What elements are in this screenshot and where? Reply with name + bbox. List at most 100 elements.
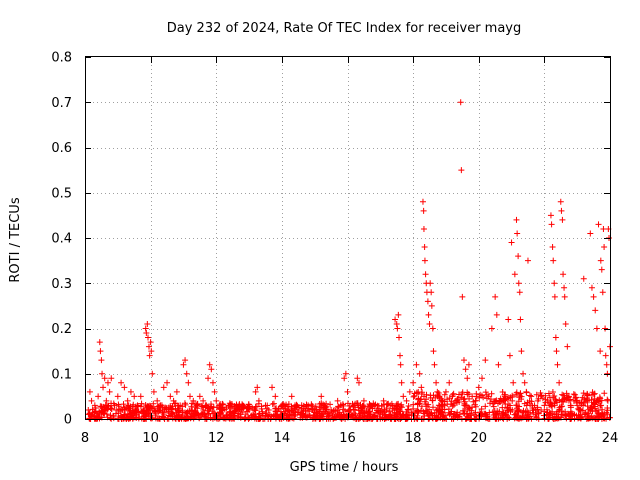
data-point: [98, 408, 105, 415]
data-point: [603, 361, 610, 368]
y-tick-label: 0.5: [51, 186, 72, 201]
data-point: [404, 406, 411, 413]
data-point: [510, 379, 517, 386]
data-point: [421, 244, 428, 251]
data-point: [598, 397, 605, 404]
data-point: [485, 393, 492, 400]
data-point: [395, 415, 402, 422]
data-point: [425, 311, 432, 318]
data-point: [486, 409, 493, 416]
data-point: [89, 406, 96, 413]
data-point: [565, 393, 572, 400]
data-point: [559, 216, 566, 223]
data-point: [397, 352, 403, 359]
data-point: [426, 320, 433, 327]
data-point: [205, 411, 212, 418]
data-point: [141, 406, 148, 413]
data-point: [387, 415, 394, 422]
data-point: [285, 406, 292, 413]
data-point: [429, 397, 436, 404]
data-point: [528, 393, 535, 400]
data-point: [92, 415, 99, 422]
data-point: [459, 293, 466, 300]
data-point: [511, 415, 518, 422]
data-point: [442, 412, 449, 419]
data-point: [550, 257, 557, 264]
data-point: [147, 403, 154, 410]
data-point: [482, 403, 489, 410]
data-point: [520, 370, 527, 377]
data-point: [453, 411, 460, 418]
data-point: [584, 397, 591, 404]
data-point: [168, 406, 175, 413]
data-point: [365, 415, 372, 422]
data-point: [92, 404, 99, 411]
data-point: [580, 390, 587, 397]
data-point: [98, 357, 105, 364]
data-point: [180, 361, 187, 368]
data-point: [138, 400, 145, 407]
data-point: [595, 221, 602, 228]
data-point: [285, 401, 292, 408]
data-point: [142, 402, 149, 409]
data-point: [449, 393, 456, 400]
data-point: [146, 352, 153, 359]
data-point: [255, 397, 262, 404]
data-point: [226, 402, 233, 409]
data-point: [429, 325, 436, 332]
data-point: [174, 412, 181, 419]
data-point: [192, 408, 199, 415]
data-point: [546, 412, 553, 419]
data-point: [351, 410, 358, 417]
data-point: [324, 410, 331, 417]
data-point: [318, 393, 325, 400]
data-point: [145, 334, 151, 341]
x-tick-label: 24: [602, 431, 619, 446]
data-point: [160, 384, 167, 391]
data-point: [437, 406, 444, 413]
data-point: [513, 389, 520, 396]
data-point: [518, 415, 525, 422]
data-point: [430, 404, 437, 411]
data-point: [231, 415, 238, 422]
grid: [85, 57, 610, 419]
data-point: [584, 391, 591, 398]
data-point: [85, 406, 92, 413]
data-point: [340, 413, 347, 420]
data-point: [188, 400, 195, 407]
data-point: [561, 396, 568, 403]
data-point: [298, 406, 305, 413]
data-point: [513, 216, 520, 223]
data-point: [120, 415, 127, 422]
data-point: [280, 400, 287, 407]
data-point: [593, 408, 600, 415]
data-point: [472, 409, 479, 416]
data-point: [601, 390, 608, 397]
data-point: [187, 393, 193, 400]
data-point: [511, 271, 518, 278]
data-point: [568, 410, 575, 417]
y-tick-label: 0.1: [51, 367, 72, 382]
data-point: [147, 410, 154, 417]
data-point: [199, 403, 206, 410]
data-point: [246, 406, 253, 413]
data-point: [562, 320, 569, 327]
data-point: [325, 415, 332, 422]
data-point: [556, 397, 563, 404]
data-point: [323, 406, 330, 413]
data-point: [173, 388, 180, 395]
data-point: [217, 403, 224, 410]
data-point: [403, 408, 410, 415]
data-point: [172, 405, 179, 412]
data-point: [126, 411, 133, 418]
data-point: [574, 402, 581, 409]
data-point: [96, 411, 103, 418]
y-tick-label: 0.4: [51, 232, 72, 247]
x-tick-label: 18: [405, 431, 422, 446]
data-point: [416, 370, 423, 377]
data-point: [151, 408, 158, 415]
data-point: [514, 412, 521, 419]
data-point: [224, 412, 231, 419]
data-point: [564, 343, 571, 350]
data-point: [457, 99, 464, 106]
